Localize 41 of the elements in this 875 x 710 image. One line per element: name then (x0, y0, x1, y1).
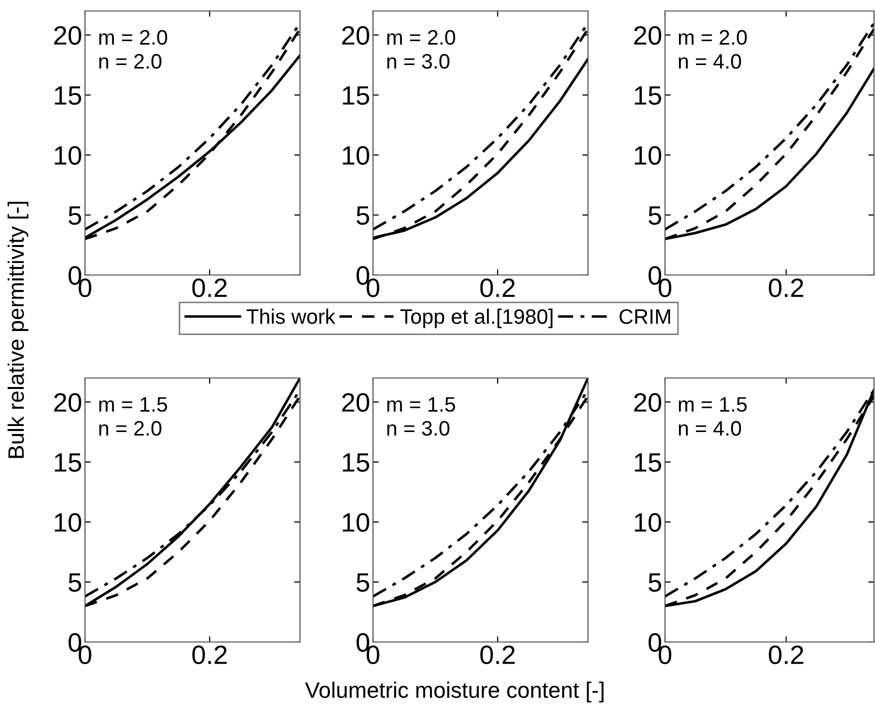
annotation: m = 2.0 n = 2.0 (99, 30, 168, 69)
y-tick-label: 20 (342, 393, 370, 412)
x-tick-label: 0.2 (192, 645, 227, 664)
y-tick-label: 10 (342, 146, 370, 165)
x-tick-label: 0.2 (480, 278, 515, 298)
annotation: m = 2.0 n = 3.0 (387, 30, 456, 69)
y-tick-label: 20 (342, 26, 370, 45)
y-tick-label: 5 (356, 206, 370, 225)
x-tick-label: 0.2 (768, 645, 804, 664)
y-tick-label: 20 (634, 393, 662, 412)
y-axis-title: Bulk relative permittivity [-] (8, 202, 28, 458)
y-tick-label: 10 (54, 146, 82, 165)
y-tick-label: 5 (356, 573, 370, 592)
y-tick-label: 5 (648, 573, 662, 592)
y-tick-label: 20 (634, 26, 662, 45)
y-tick-label: 5 (648, 206, 662, 225)
legend-label: This work (246, 308, 336, 324)
y-tick-label: 10 (54, 513, 82, 532)
y-tick-label: 5 (68, 206, 82, 225)
y-tick-label: 15 (54, 453, 82, 472)
y-tick-label: 5 (68, 573, 82, 592)
y-tick-label: 10 (634, 513, 662, 532)
y-tick-label: 20 (54, 26, 82, 45)
x-tick-label: 0.2 (480, 645, 515, 664)
annotation: m = 1.5 n = 3.0 (387, 397, 456, 436)
annotation: m = 1.5 n = 4.0 (678, 397, 747, 436)
y-tick-label: 15 (634, 86, 662, 105)
legend-label: Topp et al.[1980] (400, 308, 552, 328)
y-tick-label: 15 (342, 453, 370, 472)
annotation: m = 1.5 n = 2.0 (99, 397, 168, 436)
y-tick-label: 10 (342, 513, 370, 532)
x-tick-label: 0.2 (768, 278, 804, 298)
y-tick-label: 15 (342, 86, 370, 105)
annotation: m = 2.0 n = 4.0 (678, 30, 747, 69)
x-tick-label: 0.2 (192, 278, 227, 298)
y-tick-label: 10 (634, 146, 662, 165)
y-tick-label: 15 (634, 453, 662, 472)
x-axis-title: Volumetric moisture content [-] (305, 682, 604, 702)
y-tick-label: 15 (54, 86, 82, 105)
y-tick-label: 20 (54, 393, 82, 412)
legend-label: CRIM (620, 309, 670, 324)
